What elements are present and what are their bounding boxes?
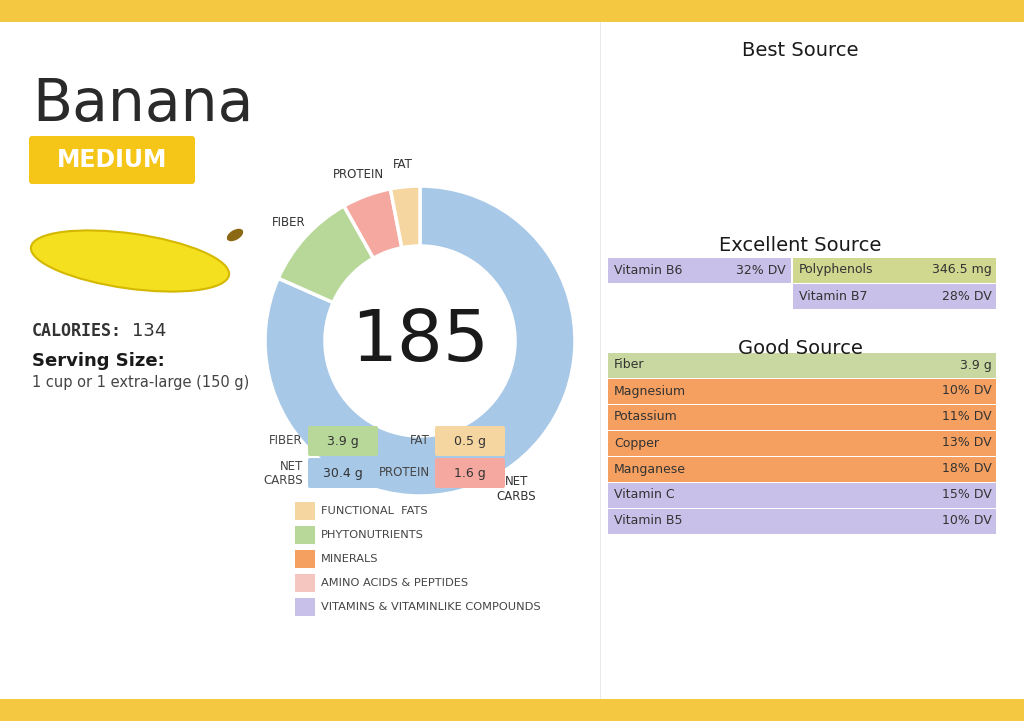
- FancyBboxPatch shape: [607, 257, 791, 283]
- FancyBboxPatch shape: [29, 136, 195, 184]
- Text: FUNCTIONAL  FATS: FUNCTIONAL FATS: [321, 506, 428, 516]
- Text: Good Source: Good Source: [737, 339, 862, 358]
- Text: CALORIES:: CALORIES:: [32, 322, 122, 340]
- Wedge shape: [390, 186, 420, 248]
- Text: 0.5 g: 0.5 g: [454, 435, 486, 448]
- Text: MINERALS: MINERALS: [321, 554, 379, 564]
- Text: NET
CARBS: NET CARBS: [263, 459, 303, 487]
- Text: 13% DV: 13% DV: [942, 436, 992, 449]
- Text: Banana: Banana: [32, 76, 253, 133]
- FancyBboxPatch shape: [607, 353, 995, 378]
- Text: 134: 134: [132, 322, 166, 340]
- FancyBboxPatch shape: [435, 458, 505, 488]
- Text: 3.9 g: 3.9 g: [327, 435, 358, 448]
- Wedge shape: [265, 186, 575, 496]
- Text: 11% DV: 11% DV: [942, 410, 992, 423]
- Text: 10% DV: 10% DV: [942, 384, 992, 397]
- Text: 1 cup or 1 extra-large (150 g): 1 cup or 1 extra-large (150 g): [32, 376, 249, 391]
- FancyBboxPatch shape: [607, 482, 995, 508]
- Text: Vitamin B7: Vitamin B7: [799, 290, 867, 303]
- Text: 30.4 g: 30.4 g: [324, 466, 362, 479]
- Text: Manganese: Manganese: [614, 462, 686, 476]
- Wedge shape: [344, 189, 401, 258]
- Text: Copper: Copper: [614, 436, 659, 449]
- Text: Vitamin C: Vitamin C: [614, 489, 675, 502]
- Text: MEDIUM: MEDIUM: [56, 148, 167, 172]
- Bar: [295, 574, 315, 592]
- FancyBboxPatch shape: [607, 430, 995, 456]
- FancyBboxPatch shape: [607, 508, 995, 534]
- Text: Magnesium: Magnesium: [614, 384, 686, 397]
- Text: NET
CARBS: NET CARBS: [497, 475, 537, 503]
- Text: Serving Size:: Serving Size:: [32, 352, 165, 370]
- Text: FIBER: FIBER: [272, 216, 306, 229]
- Text: 10% DV: 10% DV: [942, 515, 992, 528]
- Text: PROTEIN: PROTEIN: [333, 169, 384, 182]
- FancyBboxPatch shape: [793, 283, 995, 309]
- Text: FIBER: FIBER: [269, 435, 303, 448]
- Text: 18% DV: 18% DV: [942, 462, 992, 476]
- Wedge shape: [279, 206, 374, 303]
- Text: Vitamin B6: Vitamin B6: [614, 263, 682, 276]
- FancyBboxPatch shape: [607, 379, 995, 404]
- Ellipse shape: [31, 231, 229, 291]
- Text: 185: 185: [351, 306, 489, 376]
- Text: Best Source: Best Source: [741, 41, 858, 60]
- Text: 346.5 mg: 346.5 mg: [932, 263, 992, 276]
- Text: FAT: FAT: [411, 435, 430, 448]
- FancyBboxPatch shape: [607, 456, 995, 482]
- Text: 32% DV: 32% DV: [736, 263, 786, 276]
- Bar: [295, 598, 315, 616]
- Bar: [295, 502, 315, 520]
- Text: 1.6 g: 1.6 g: [454, 466, 485, 479]
- Bar: [0, 0, 1024, 22]
- Bar: [295, 550, 315, 568]
- FancyBboxPatch shape: [435, 426, 505, 456]
- Text: 3.9 g: 3.9 g: [961, 358, 992, 371]
- Bar: [0, 699, 1024, 721]
- Text: 28% DV: 28% DV: [942, 290, 992, 303]
- Text: Fiber: Fiber: [614, 358, 644, 371]
- Text: 15% DV: 15% DV: [942, 489, 992, 502]
- Text: PHYTONUTRIENTS: PHYTONUTRIENTS: [321, 530, 424, 540]
- FancyBboxPatch shape: [607, 404, 995, 430]
- Bar: [295, 526, 315, 544]
- Text: AMINO ACIDS & PEPTIDES: AMINO ACIDS & PEPTIDES: [321, 578, 468, 588]
- Text: Potassium: Potassium: [614, 410, 678, 423]
- FancyBboxPatch shape: [793, 257, 995, 283]
- Text: PROTEIN: PROTEIN: [379, 466, 430, 479]
- Text: Vitamin B5: Vitamin B5: [614, 515, 683, 528]
- Ellipse shape: [226, 229, 243, 242]
- Text: FAT: FAT: [393, 159, 413, 172]
- Text: VITAMINS & VITAMINLIKE COMPOUNDS: VITAMINS & VITAMINLIKE COMPOUNDS: [321, 602, 541, 612]
- Text: Polyphenols: Polyphenols: [799, 263, 873, 276]
- Text: Excellent Source: Excellent Source: [719, 236, 882, 255]
- FancyBboxPatch shape: [308, 426, 378, 456]
- FancyBboxPatch shape: [308, 458, 378, 488]
